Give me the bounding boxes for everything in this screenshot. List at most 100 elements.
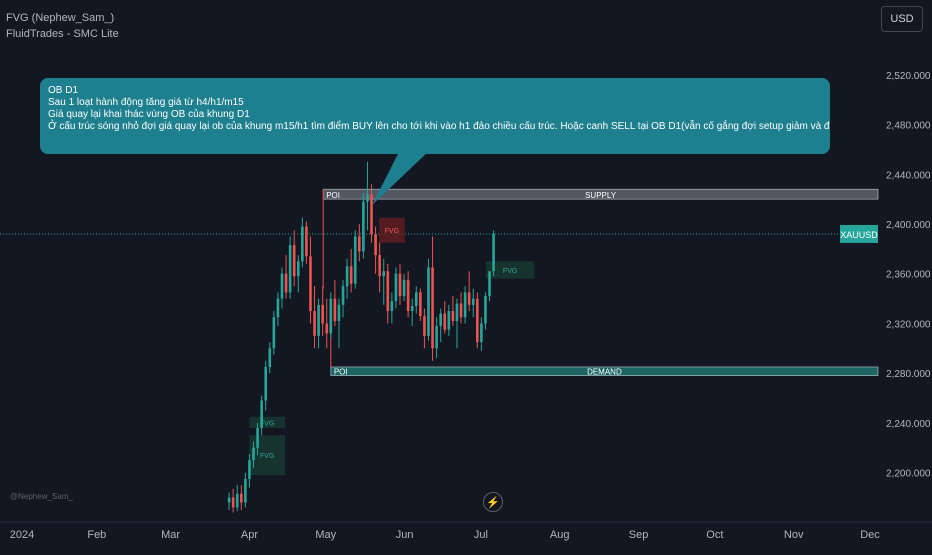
y-tick-label: 2,520.000 — [886, 71, 931, 82]
candle-body — [244, 478, 247, 503]
zone-poi-label: POI — [326, 191, 340, 200]
y-tick-label: 2,360.000 — [886, 270, 931, 281]
candle-body — [227, 497, 231, 503]
candle-body — [467, 292, 471, 305]
zone-poi-label: POI — [334, 368, 348, 377]
annotation-note[interactable]: OB D1 Sau 1 loạt hành động tăng giá từ h… — [40, 78, 830, 154]
candle-body — [231, 497, 235, 508]
candle-body — [276, 298, 280, 318]
fvg-label: FVG — [503, 268, 517, 275]
zone-band — [330, 366, 879, 376]
candle-body — [256, 427, 259, 448]
y-tick-label: 2,440.000 — [886, 170, 931, 181]
x-tick-label: 2024 — [10, 529, 34, 541]
candle-body — [317, 304, 320, 336]
candle-body — [370, 194, 373, 234]
candle-body — [471, 298, 475, 305]
y-tick-label: 2,480.000 — [886, 121, 931, 132]
candle-body — [386, 271, 390, 312]
candle-body — [284, 273, 288, 293]
symbol-tag — [840, 224, 878, 243]
candle-body — [378, 255, 381, 277]
candle-body — [366, 194, 369, 202]
candle-body — [427, 267, 430, 336]
candle-body — [488, 271, 491, 297]
x-tick-label: Sep — [629, 529, 649, 541]
candle-body — [382, 271, 386, 277]
candle-body — [402, 279, 406, 297]
candle-body — [480, 323, 483, 343]
x-tick-label: Aug — [550, 529, 570, 541]
x-tick-label: Dec — [860, 529, 880, 541]
fvg-label: FVG — [260, 453, 274, 460]
x-tick-label: Jun — [396, 529, 414, 541]
y-tick-label: 2,200.000 — [886, 469, 931, 480]
note-line: Giá quay lại khai thác vùng OB của khung… — [48, 109, 250, 120]
candle-body — [252, 447, 255, 461]
x-tick-label: Jul — [474, 529, 488, 541]
currency-button[interactable]: USD — [881, 6, 923, 32]
x-tick-label: Feb — [87, 529, 106, 541]
x-tick-label: May — [315, 529, 336, 541]
candle-body — [345, 266, 349, 287]
candle-body — [341, 286, 345, 305]
indicator-label-fvg[interactable]: FVG (Nephew_Sam_) — [6, 12, 115, 24]
candle-body — [451, 311, 455, 321]
candle-body — [476, 298, 479, 343]
candle-body — [484, 296, 487, 324]
candle-body — [414, 292, 418, 307]
zone-label: SUPPLY — [585, 191, 617, 200]
y-tick-label: 2,240.000 — [886, 419, 931, 430]
candle-body — [362, 201, 365, 252]
note-line: Sau 1 loạt hành động tăng giá từ h4/h1/m… — [48, 97, 244, 108]
candle-body — [358, 236, 361, 252]
candle-body — [288, 245, 292, 293]
candle-body — [394, 273, 398, 302]
candle-body — [410, 306, 414, 312]
fvg-box — [379, 217, 405, 243]
candle-body — [390, 301, 394, 312]
lightning-icon[interactable]: ⚡ — [483, 492, 503, 512]
candle-body — [309, 256, 312, 312]
fvg-label: FVG — [385, 228, 399, 235]
candle-body — [349, 266, 353, 284]
candle-body — [321, 304, 324, 324]
candle-body — [459, 303, 463, 318]
candle-body — [296, 261, 300, 277]
candle-body — [443, 313, 447, 330]
candle-body — [264, 366, 268, 401]
candle-body — [313, 311, 316, 336]
candle-body — [463, 292, 467, 318]
candle-body — [325, 323, 329, 334]
zone-label: DEMAND — [587, 368, 622, 377]
x-tick-label: Nov — [784, 529, 804, 541]
fvg-box — [249, 435, 286, 476]
candle-body — [305, 226, 308, 257]
candle-body — [260, 400, 263, 428]
candle-body — [431, 267, 434, 349]
symbol-tag-label: XAUUSD — [840, 230, 878, 240]
fvg-box — [485, 261, 535, 279]
indicator-label-fluidtrades[interactable]: FluidTrades - SMC Lite — [6, 28, 119, 40]
candle-body — [439, 313, 442, 326]
candle-body — [272, 317, 276, 349]
x-tick-label: Apr — [241, 529, 258, 541]
x-tick-label: Mar — [161, 529, 180, 541]
candle-body — [240, 493, 243, 503]
candle-body — [280, 273, 284, 299]
candle-body — [301, 226, 304, 262]
candle-body — [398, 273, 402, 297]
candle-body — [492, 233, 495, 272]
y-tick-label: 2,280.000 — [886, 369, 931, 380]
candle-body — [268, 348, 272, 367]
candle-body — [329, 298, 333, 334]
candle-body — [235, 493, 239, 508]
candle-body — [455, 303, 459, 321]
candle-body — [248, 460, 251, 479]
watermark: @Nephew_Sam_ — [10, 492, 73, 501]
note-line: Ở cấu trúc sóng nhỏ đợi giá quay lại ob … — [48, 121, 830, 132]
fvg-box — [249, 416, 286, 428]
candle-body — [435, 325, 438, 349]
